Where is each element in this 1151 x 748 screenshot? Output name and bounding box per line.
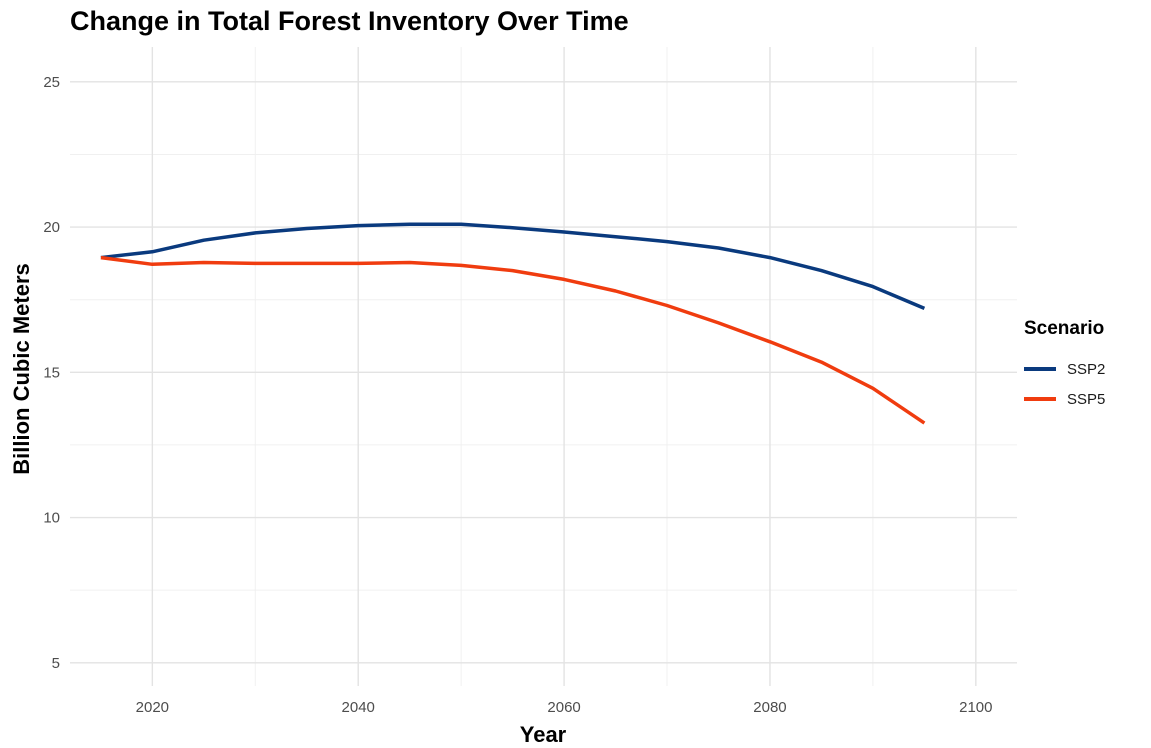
legend-title: Scenario — [1024, 318, 1105, 339]
series-line-ssp2 — [100, 222, 926, 311]
x-tick-label: 2100 — [959, 699, 992, 716]
x-tick-label: 2020 — [136, 699, 169, 716]
series-lines — [100, 222, 926, 425]
y-tick-label: 5 — [52, 655, 60, 672]
y-axis-title: Billion Cubic Meters — [9, 263, 34, 474]
legend: Scenario SSP2 SSP5 — [1024, 318, 1105, 414]
x-tick-label: 2080 — [753, 699, 786, 716]
y-tick-label: 25 — [43, 74, 60, 91]
x-tick-label: 2060 — [547, 699, 580, 716]
legend-swatch — [1024, 397, 1056, 401]
x-tick-label: 2040 — [342, 699, 375, 716]
y-tick-label: 15 — [43, 364, 60, 381]
y-tick-label: 10 — [43, 510, 60, 527]
chart-title: Change in Total Forest Inventory Over Ti… — [70, 6, 629, 36]
minor-gridlines — [70, 47, 1017, 686]
series-line-ssp5 — [100, 255, 926, 425]
legend-item-ssp2: SSP2 — [1024, 354, 1105, 384]
legend-items: SSP2 SSP5 — [1024, 354, 1105, 414]
legend-label: SSP5 — [1067, 390, 1106, 408]
legend-label: SSP2 — [1067, 360, 1106, 378]
y-tick-label: 20 — [43, 219, 60, 236]
major-gridlines — [70, 47, 1017, 686]
x-axis-title: Year — [520, 722, 567, 747]
legend-item-ssp5: SSP5 — [1024, 384, 1105, 414]
legend-swatch — [1024, 367, 1056, 371]
y-axis-tick-labels: 5 10 15 20 25 — [43, 74, 60, 672]
x-axis-tick-labels: 2020 2040 2060 2080 2100 — [136, 699, 993, 716]
